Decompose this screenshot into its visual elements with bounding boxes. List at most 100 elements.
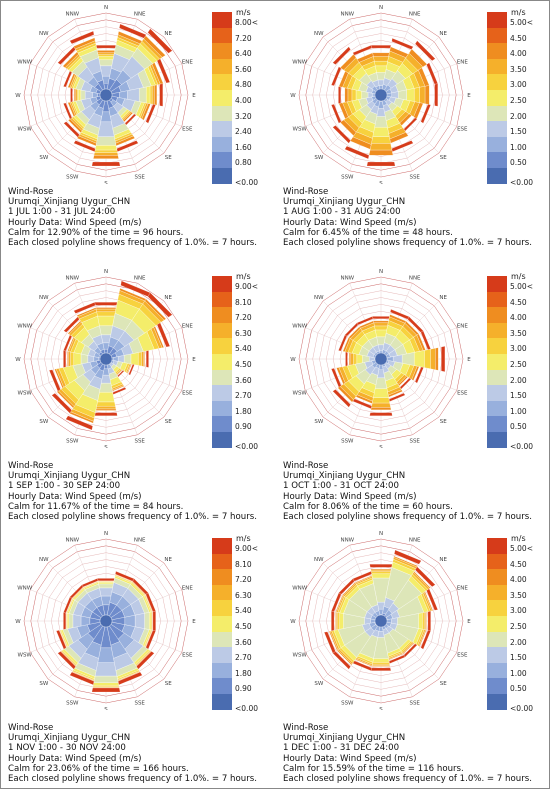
legend-label: <0.00	[235, 704, 258, 713]
calm-circle	[375, 615, 387, 627]
legend-label: 4.50	[235, 622, 252, 631]
wind-rose-wedge-cap	[63, 613, 65, 630]
legend-label: 0.50	[510, 422, 527, 431]
legend-label: 0.90	[235, 422, 252, 431]
wind-rose-wedge	[374, 323, 388, 326]
wind-rose-wedge	[338, 612, 340, 629]
direction-label: SSE	[134, 174, 145, 180]
legend-swatch	[212, 276, 232, 292]
direction-label: WNW	[17, 585, 33, 591]
chart-title: Wind-Rose	[283, 723, 532, 733]
wind-rose-wedge-cap	[367, 162, 395, 166]
wind-rose-wedge	[143, 351, 144, 366]
legend-unit: m/s	[511, 8, 526, 17]
wind-rose-wedge-cap	[153, 611, 156, 631]
wind-rose-wedge	[99, 588, 112, 596]
wind-rose-wedge	[372, 574, 391, 578]
legend-swatch	[212, 121, 232, 137]
wind-rose-wedge	[76, 89, 77, 101]
legend-label: 1.50	[510, 391, 527, 400]
direction-label: WSW	[293, 653, 308, 659]
legend-label: 0.80	[235, 158, 252, 167]
calm-label: Calm for 8.06% of the time = 60 hours.	[283, 502, 532, 512]
wind-rose-wedge-cap	[146, 351, 148, 368]
wind-rose-wedge-cap	[370, 564, 393, 567]
calm-circle	[100, 89, 112, 101]
legend-label: 4.00	[235, 96, 252, 105]
legend-swatch	[487, 569, 507, 585]
wind-rose-wedge	[371, 572, 391, 574]
wind-rose-wedge-cap	[338, 87, 340, 104]
legend-swatch	[487, 663, 507, 679]
legend-swatch	[487, 678, 507, 694]
wind-rose-wedge	[371, 137, 390, 144]
legend-swatch	[212, 168, 232, 184]
wind-rose-wedge	[371, 407, 391, 410]
wind-rose-wedge	[375, 330, 387, 337]
direction-label: ENE	[457, 59, 469, 65]
legend-label: 4.80	[235, 80, 252, 89]
wind-rose-wedge	[141, 352, 143, 367]
legend-label: 2.40	[235, 127, 252, 136]
legend-label: 9.00<	[235, 282, 258, 291]
wind-rose-wedge	[96, 406, 116, 409]
direction-label: SSE	[409, 438, 420, 444]
location-label: Urumqi_Xinjiang Uygur_CHN	[8, 471, 257, 481]
legend-label: 7.20	[235, 575, 252, 584]
wind-rose-wedge	[414, 87, 419, 102]
wind-rose-wedge-cap	[371, 45, 391, 48]
legend-swatch	[487, 43, 507, 59]
direction-label: SW	[39, 419, 48, 425]
wind-rose-wedge	[71, 352, 74, 366]
wind-rose-wedge	[98, 316, 115, 326]
legend-label: 1.00	[510, 407, 527, 416]
direction-label: ESE	[457, 127, 468, 133]
wind-rose-wedge	[79, 90, 81, 101]
wind-rose-wedge	[371, 569, 392, 570]
direction-label: SSW	[341, 174, 354, 180]
wind-rose-wedge-cap	[95, 302, 118, 305]
legend-swatch	[212, 106, 232, 122]
legend-label: 8.00<	[235, 18, 258, 27]
legend-label: 0.90	[235, 684, 252, 693]
wind-rose-wedge	[372, 664, 390, 665]
direction-label: WNW	[292, 585, 308, 591]
wind-rose-wedge-cap	[392, 141, 414, 152]
wind-rose-wedge-cap	[346, 352, 348, 366]
wind-rose-wedge-cap	[421, 104, 431, 123]
legend-unit: m/s	[236, 534, 251, 543]
legend-swatch	[487, 432, 507, 448]
direction-label: NNW	[340, 12, 354, 18]
wind-rose-wedge-cap	[428, 611, 431, 631]
legend-swatch	[487, 168, 507, 184]
chart-caption: Wind-Rose Urumqi_Xinjiang Uygur_CHN 1 SE…	[8, 461, 257, 522]
location-label: Urumqi_Xinjiang Uygur_CHN	[283, 471, 532, 481]
wind-rose-wedge	[152, 85, 154, 104]
legend-swatch	[212, 569, 232, 585]
wind-rose-wedge	[150, 86, 152, 104]
legend-swatch	[212, 616, 232, 632]
legend-label: 4.00	[510, 575, 527, 584]
wind-rose-wedge	[94, 676, 119, 683]
calm-label: Calm for 12.90% of the time = 96 hours.	[8, 228, 257, 238]
direction-label: ENE	[182, 59, 194, 65]
legend-swatch	[487, 585, 507, 601]
legend-swatch	[212, 600, 232, 616]
legend-swatch	[487, 106, 507, 122]
direction-label: SE	[165, 681, 172, 687]
chart-caption: Wind-Rose Urumqi_Xinjiang Uygur_CHN 1 AU…	[283, 187, 532, 248]
legend-label: 0.50	[510, 158, 527, 167]
direction-label: S	[104, 445, 108, 448]
wind-rose-wedge	[99, 383, 112, 392]
direction-label: WSW	[293, 391, 308, 397]
direction-label: ESE	[182, 653, 193, 659]
wind-rose-wedge	[81, 354, 88, 364]
wind-rose-wedge	[93, 155, 118, 158]
legend-label: 4.50	[510, 34, 527, 43]
legend-swatch	[487, 74, 507, 90]
direction-label: NNW	[340, 538, 354, 544]
